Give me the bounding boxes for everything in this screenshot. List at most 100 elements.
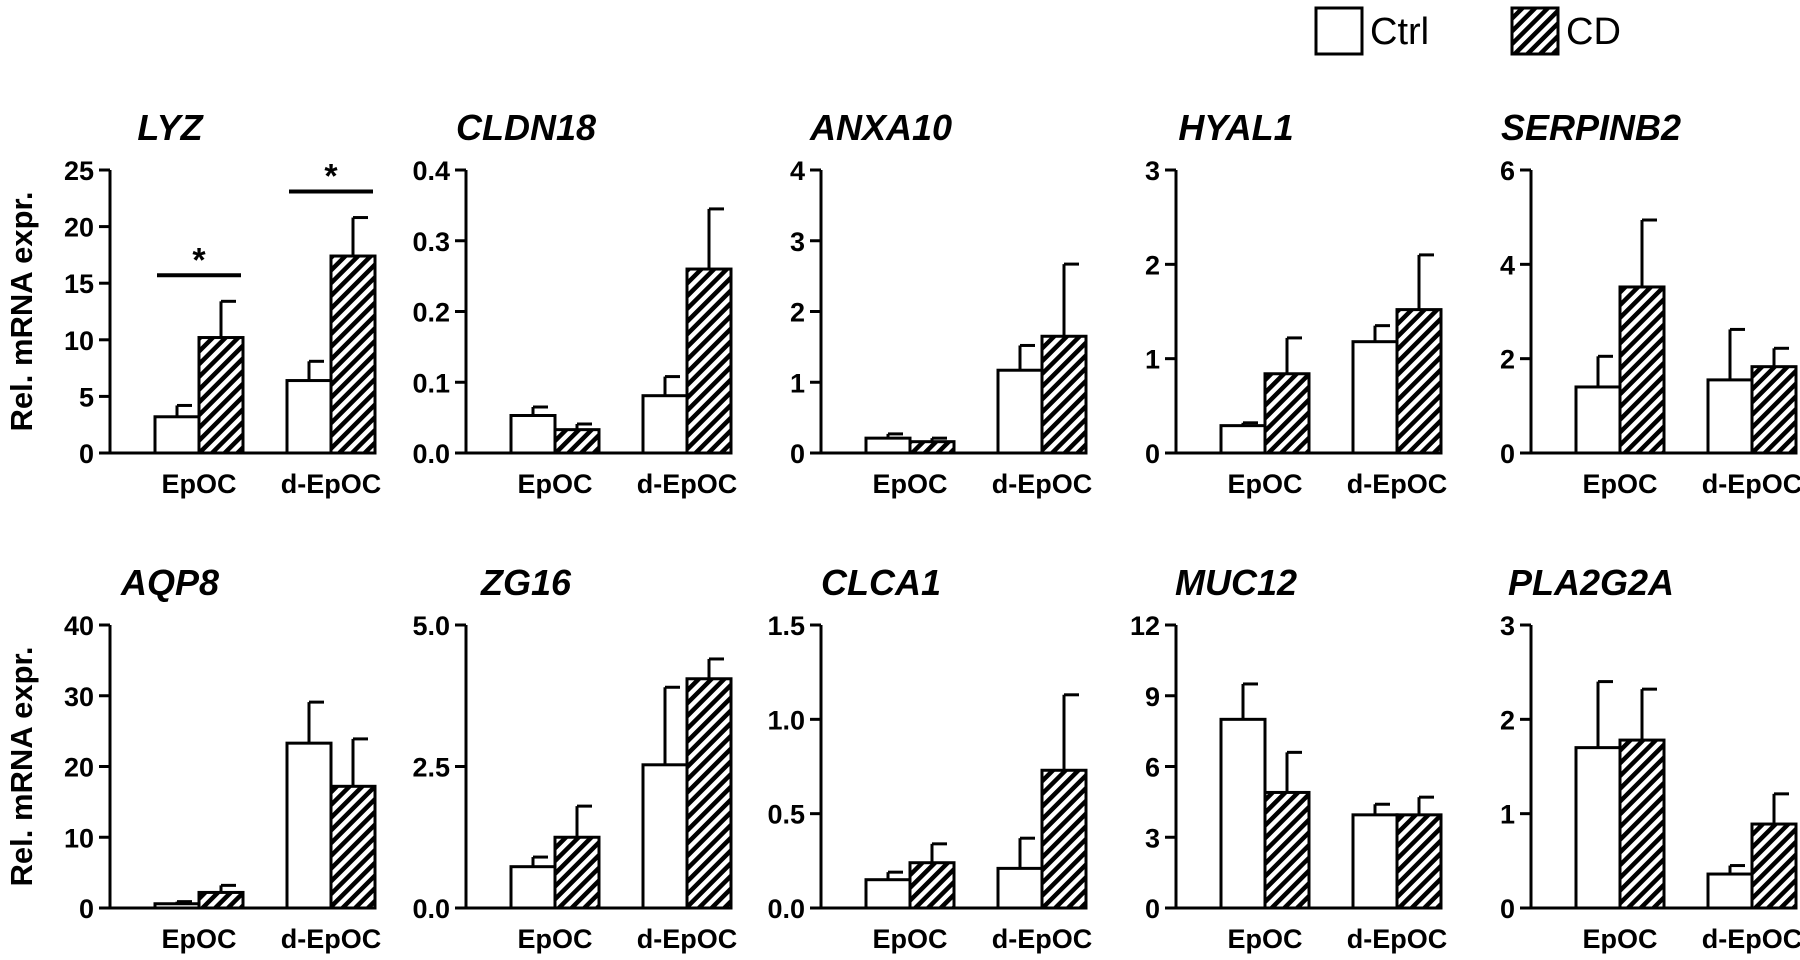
- bar-ctrl: [285, 379, 333, 455]
- panel-title: SERPINB2: [1501, 107, 1681, 148]
- bar-cd: [553, 428, 601, 455]
- y-tick-label: 6: [1145, 753, 1160, 783]
- y-tick-label: 1: [790, 368, 805, 398]
- bar-ctrl: [864, 436, 912, 455]
- bar-ctrl: [641, 763, 689, 910]
- bar-cd: [1040, 334, 1088, 455]
- panel-title: CLDN18: [456, 107, 596, 148]
- bar-ctrl: [1219, 717, 1267, 910]
- panel-hyal1: HYAL1 0 1 2 3 EpOC d-EpOC: [1145, 107, 1447, 499]
- x-category-label: d-EpOC: [1347, 924, 1448, 954]
- legend: Ctrl CD: [1314, 6, 1621, 56]
- y-tick-label: 0.5: [767, 800, 805, 830]
- y-tick-label: 1: [1145, 345, 1160, 375]
- bar-cd: [197, 890, 245, 910]
- x-category-label: EpOC: [1582, 469, 1657, 499]
- y-tick-label: 3: [790, 227, 805, 257]
- panel-title: PLA2G2A: [1508, 562, 1674, 603]
- panel-title: HYAL1: [1178, 107, 1293, 148]
- y-tick-label: 6: [1500, 156, 1515, 186]
- panel-title: MUC12: [1175, 562, 1297, 603]
- panel-title: AQP8: [120, 562, 219, 603]
- bar-cd: [329, 254, 377, 455]
- bar-ctrl: [509, 414, 557, 455]
- y-tick-label: 15: [64, 269, 94, 299]
- bar-cd: [553, 835, 601, 910]
- bar-ctrl: [153, 902, 201, 910]
- x-category-label: d-EpOC: [281, 924, 382, 954]
- bar-cd: [685, 267, 733, 455]
- y-tick-label: 3: [1500, 611, 1515, 641]
- x-category-label: EpOC: [517, 924, 592, 954]
- y-axis-label: Rel. mRNA expr.: [4, 646, 39, 886]
- x-category-label: d-EpOC: [637, 924, 738, 954]
- y-tick-label: 3: [1145, 823, 1160, 853]
- y-tick-label: 5: [79, 382, 94, 412]
- y-tick-label: 2: [1500, 705, 1515, 735]
- bar-cd: [1618, 738, 1666, 910]
- x-category-label: d-EpOC: [1347, 469, 1448, 499]
- panel-title: CLCA1: [821, 562, 941, 603]
- y-tick-label: 10: [64, 326, 94, 356]
- bar-cd: [197, 336, 245, 455]
- significance-marker: *: [324, 158, 338, 196]
- x-category-label: EpOC: [1227, 924, 1302, 954]
- y-tick-label: 3: [1145, 156, 1160, 186]
- bar-cd: [1750, 822, 1798, 910]
- x-category-label: d-EpOC: [992, 924, 1093, 954]
- x-category-label: EpOC: [517, 469, 592, 499]
- y-tick-label: 0: [79, 439, 94, 469]
- y-tick-label: 9: [1145, 682, 1160, 712]
- y-tick-label: 12: [1130, 611, 1160, 641]
- y-tick-label: 10: [64, 823, 94, 853]
- bar-cd: [1263, 372, 1311, 455]
- y-tick-label: 25: [64, 156, 94, 186]
- y-tick-label: 4: [790, 156, 805, 186]
- bar-ctrl: [1351, 813, 1399, 910]
- bar-cd: [1395, 813, 1443, 910]
- x-category-label: d-EpOC: [637, 469, 738, 499]
- bar-cd: [329, 784, 377, 910]
- x-category-label: d-EpOC: [281, 469, 382, 499]
- x-category-label: EpOC: [1227, 469, 1302, 499]
- y-tick-label: 0.0: [412, 894, 450, 924]
- x-category-label: EpOC: [161, 924, 236, 954]
- bar-ctrl: [1706, 872, 1754, 910]
- y-tick-label: 0: [790, 439, 805, 469]
- y-tick-label: 1.0: [767, 705, 805, 735]
- panel-aqp8: AQP8 Rel. mRNA expr. 0 10 20 30 40 EpOC d-EpOC: [4, 562, 381, 954]
- x-category-label: EpOC: [161, 469, 236, 499]
- legend-swatch-ctrl: [1314, 6, 1364, 56]
- y-tick-label: 1.5: [767, 611, 805, 641]
- y-tick-label: 1: [1500, 800, 1515, 830]
- bar-cd: [1040, 768, 1088, 910]
- bar-cd: [908, 861, 956, 910]
- bar-cd: [1263, 790, 1311, 910]
- y-tick-label: 20: [64, 213, 94, 243]
- y-tick-label: 0.2: [412, 298, 450, 328]
- y-tick-label: 4: [1500, 250, 1515, 280]
- y-tick-label: 2: [1500, 345, 1515, 375]
- y-tick-label: 40: [64, 611, 94, 641]
- legend-swatch-cd: [1510, 6, 1560, 56]
- x-category-label: d-EpOC: [992, 469, 1093, 499]
- y-tick-label: 0: [1500, 439, 1515, 469]
- bar-cd: [685, 677, 733, 910]
- bar-ctrl: [1574, 385, 1622, 455]
- panel-pla2g2a: PLA2G2A 0 1 2 3 EpOC d-EpOC: [1500, 562, 1800, 954]
- y-tick-label: 0.3: [412, 227, 450, 257]
- x-category-label: EpOC: [872, 469, 947, 499]
- y-axis-label: Rel. mRNA expr.: [4, 191, 39, 431]
- y-tick-label: 0: [1145, 439, 1160, 469]
- significance-marker: *: [192, 241, 206, 279]
- panel-title: LYZ: [137, 107, 204, 148]
- panel-muc12: MUC12 0 3 6 9 12 EpOC d-EpOC: [1130, 562, 1447, 954]
- y-tick-label: 0: [1500, 894, 1515, 924]
- y-tick-label: 0.1: [412, 368, 450, 398]
- y-tick-label: 5.0: [412, 611, 450, 641]
- bar-cd: [908, 440, 956, 455]
- panel-title: ANXA10: [809, 107, 952, 148]
- x-category-label: d-EpOC: [1702, 924, 1800, 954]
